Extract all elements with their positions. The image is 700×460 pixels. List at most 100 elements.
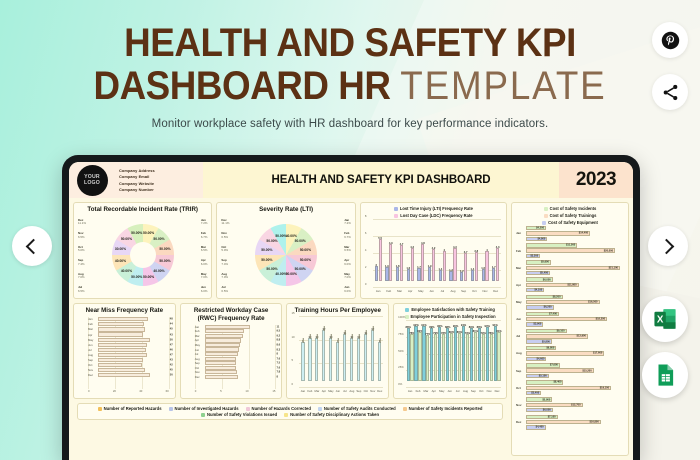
bar[interactable]: $5,800 <box>526 339 552 344</box>
bar[interactable]: 8.6 <box>204 342 280 348</box>
bar[interactable]: 7.6 <box>204 365 280 370</box>
bar[interactable]: 1.3 <box>449 269 453 281</box>
bar[interactable]: 91% <box>492 324 498 381</box>
bar[interactable]: 45 <box>98 367 173 373</box>
bar[interactable]: 91% <box>421 324 427 381</box>
bar[interactable]: 77% <box>425 333 431 381</box>
bar[interactable]: 4 <box>442 249 446 281</box>
bar[interactable]: 8 <box>204 351 278 357</box>
bar[interactable]: 1.7 <box>492 266 496 281</box>
bar[interactable]: $8,200 <box>526 294 563 299</box>
bar[interactable]: 78% <box>441 332 446 381</box>
bar[interactable]: $9,100 <box>526 328 567 334</box>
bar[interactable]: 10 <box>308 334 312 381</box>
bar[interactable]: $6,000 <box>526 277 553 282</box>
bar[interactable]: 7.5 <box>204 361 280 366</box>
bar[interactable]: 1.4 <box>471 268 474 281</box>
bar[interactable]: 7.8 <box>204 370 280 375</box>
bar[interactable]: $16,800 <box>526 419 601 425</box>
bar[interactable]: 4.2 <box>432 247 435 281</box>
panel-satisfaction[interactable]: Employee Satisfaction with Safety Traini… <box>393 303 507 399</box>
bar[interactable]: $8,400 <box>526 380 564 385</box>
bar[interactable]: 79% <box>433 332 438 381</box>
panel-lti-ldc[interactable]: Lost Time Injury (LTI) Frequency Rate Los… <box>359 202 507 299</box>
bar[interactable]: 7.6 <box>204 356 280 361</box>
bar[interactable]: 90% <box>437 325 442 381</box>
bar[interactable]: $12,700 <box>526 402 583 408</box>
bar[interactable]: 47 <box>98 342 173 347</box>
bar[interactable]: 1.2 <box>460 270 464 281</box>
bar[interactable]: $6,800 <box>526 345 557 351</box>
bar[interactable]: 4.8 <box>421 242 425 281</box>
bar[interactable]: $11,500 <box>526 243 578 248</box>
bar[interactable]: 8.8 <box>204 338 280 343</box>
bar[interactable]: 43 <box>98 357 173 362</box>
bar[interactable]: $21,100 <box>526 265 620 270</box>
bar[interactable]: 1.6 <box>406 267 410 281</box>
bar[interactable]: $17,600 <box>526 351 605 356</box>
bar[interactable]: $5,900 <box>526 397 553 402</box>
carousel-prev-button[interactable] <box>12 226 52 266</box>
bar[interactable]: 11 <box>343 329 347 381</box>
bar[interactable]: 80% <box>449 331 454 381</box>
bar[interactable]: 1.4 <box>438 268 442 281</box>
bar[interactable]: $4,500 <box>526 226 547 231</box>
bar[interactable]: $3,200 <box>526 253 541 259</box>
bar[interactable]: 1.6 <box>481 267 485 281</box>
bar[interactable]: 1.7 <box>417 266 421 281</box>
bar[interactable]: 12 <box>371 325 375 381</box>
bar[interactable]: 89% <box>469 326 474 381</box>
bar[interactable]: $3,900 <box>526 322 544 327</box>
bar[interactable]: 81% <box>473 330 478 381</box>
bar[interactable]: 88% <box>445 326 450 381</box>
bar[interactable]: 80% <box>457 331 462 381</box>
bar[interactable]: 91% <box>461 324 466 381</box>
bar[interactable]: 12 <box>322 325 326 381</box>
panel-near-miss[interactable]: Near Miss Frequency Rate Jan 48 Feb 44 Mar 45… <box>73 303 176 399</box>
bar[interactable]: 43 <box>98 332 173 337</box>
bar[interactable]: 79% <box>465 332 470 381</box>
panel-rwc[interactable]: Restricted Workday Case (RWC) Frequency … <box>179 303 283 399</box>
bar[interactable]: $18,200 <box>526 316 608 322</box>
bar[interactable]: 42 <box>98 362 173 368</box>
bar[interactable]: 92% <box>413 324 419 381</box>
carousel-next-button[interactable] <box>648 226 688 266</box>
bar[interactable]: 9 <box>301 338 305 381</box>
bar[interactable]: $4,400 <box>526 425 546 430</box>
share-button[interactable] <box>652 74 688 110</box>
bar[interactable]: 4.3 <box>453 246 457 281</box>
bar[interactable]: $7,100 <box>526 414 558 419</box>
bar[interactable]: 88% <box>477 326 482 381</box>
bar[interactable]: $4,600 <box>526 356 547 361</box>
bar[interactable]: 46 <box>98 347 173 352</box>
bar[interactable]: $16,500 <box>526 299 600 305</box>
bar[interactable]: 5.5 <box>378 237 382 281</box>
bar[interactable]: 9.2 <box>204 333 280 338</box>
bar[interactable]: 4.7 <box>400 243 403 281</box>
bar[interactable]: 79% <box>481 332 486 381</box>
bar[interactable]: 4 <box>485 249 489 281</box>
bar[interactable]: 10 <box>329 334 333 381</box>
bar[interactable]: $11,800 <box>526 282 579 288</box>
bar[interactable]: 78% <box>409 332 415 381</box>
bar[interactable]: $6,200 <box>526 305 554 310</box>
bar[interactable]: $20,000 <box>526 248 616 253</box>
open-in-excel-button[interactable]: X <box>642 296 688 342</box>
bar[interactable]: 47 <box>98 352 173 357</box>
bar[interactable]: 89% <box>429 326 435 381</box>
bar[interactable]: $5,100 <box>526 373 549 379</box>
bar[interactable]: 90% <box>453 325 458 381</box>
bar[interactable]: 82% <box>417 330 423 381</box>
bar[interactable]: 11 <box>204 324 279 329</box>
bar[interactable]: 1.8 <box>396 265 399 281</box>
bar[interactable]: $7,600 <box>526 363 560 368</box>
bar[interactable]: 11 <box>364 329 368 381</box>
panel-training-hours[interactable]: Training Hours Per Employee 051015910101… <box>286 303 390 399</box>
bar[interactable]: 4.3 <box>496 246 500 281</box>
bar[interactable]: 8.3 <box>204 347 280 352</box>
bar[interactable]: 3.7 <box>464 251 467 281</box>
bar[interactable]: $7,400 <box>526 311 559 317</box>
bar[interactable]: $19,100 <box>526 385 612 390</box>
panel-safety-costs[interactable]: Cost of Safety Incidents Cost of Safety T… <box>511 202 629 456</box>
bar[interactable]: $4,800 <box>526 236 548 241</box>
